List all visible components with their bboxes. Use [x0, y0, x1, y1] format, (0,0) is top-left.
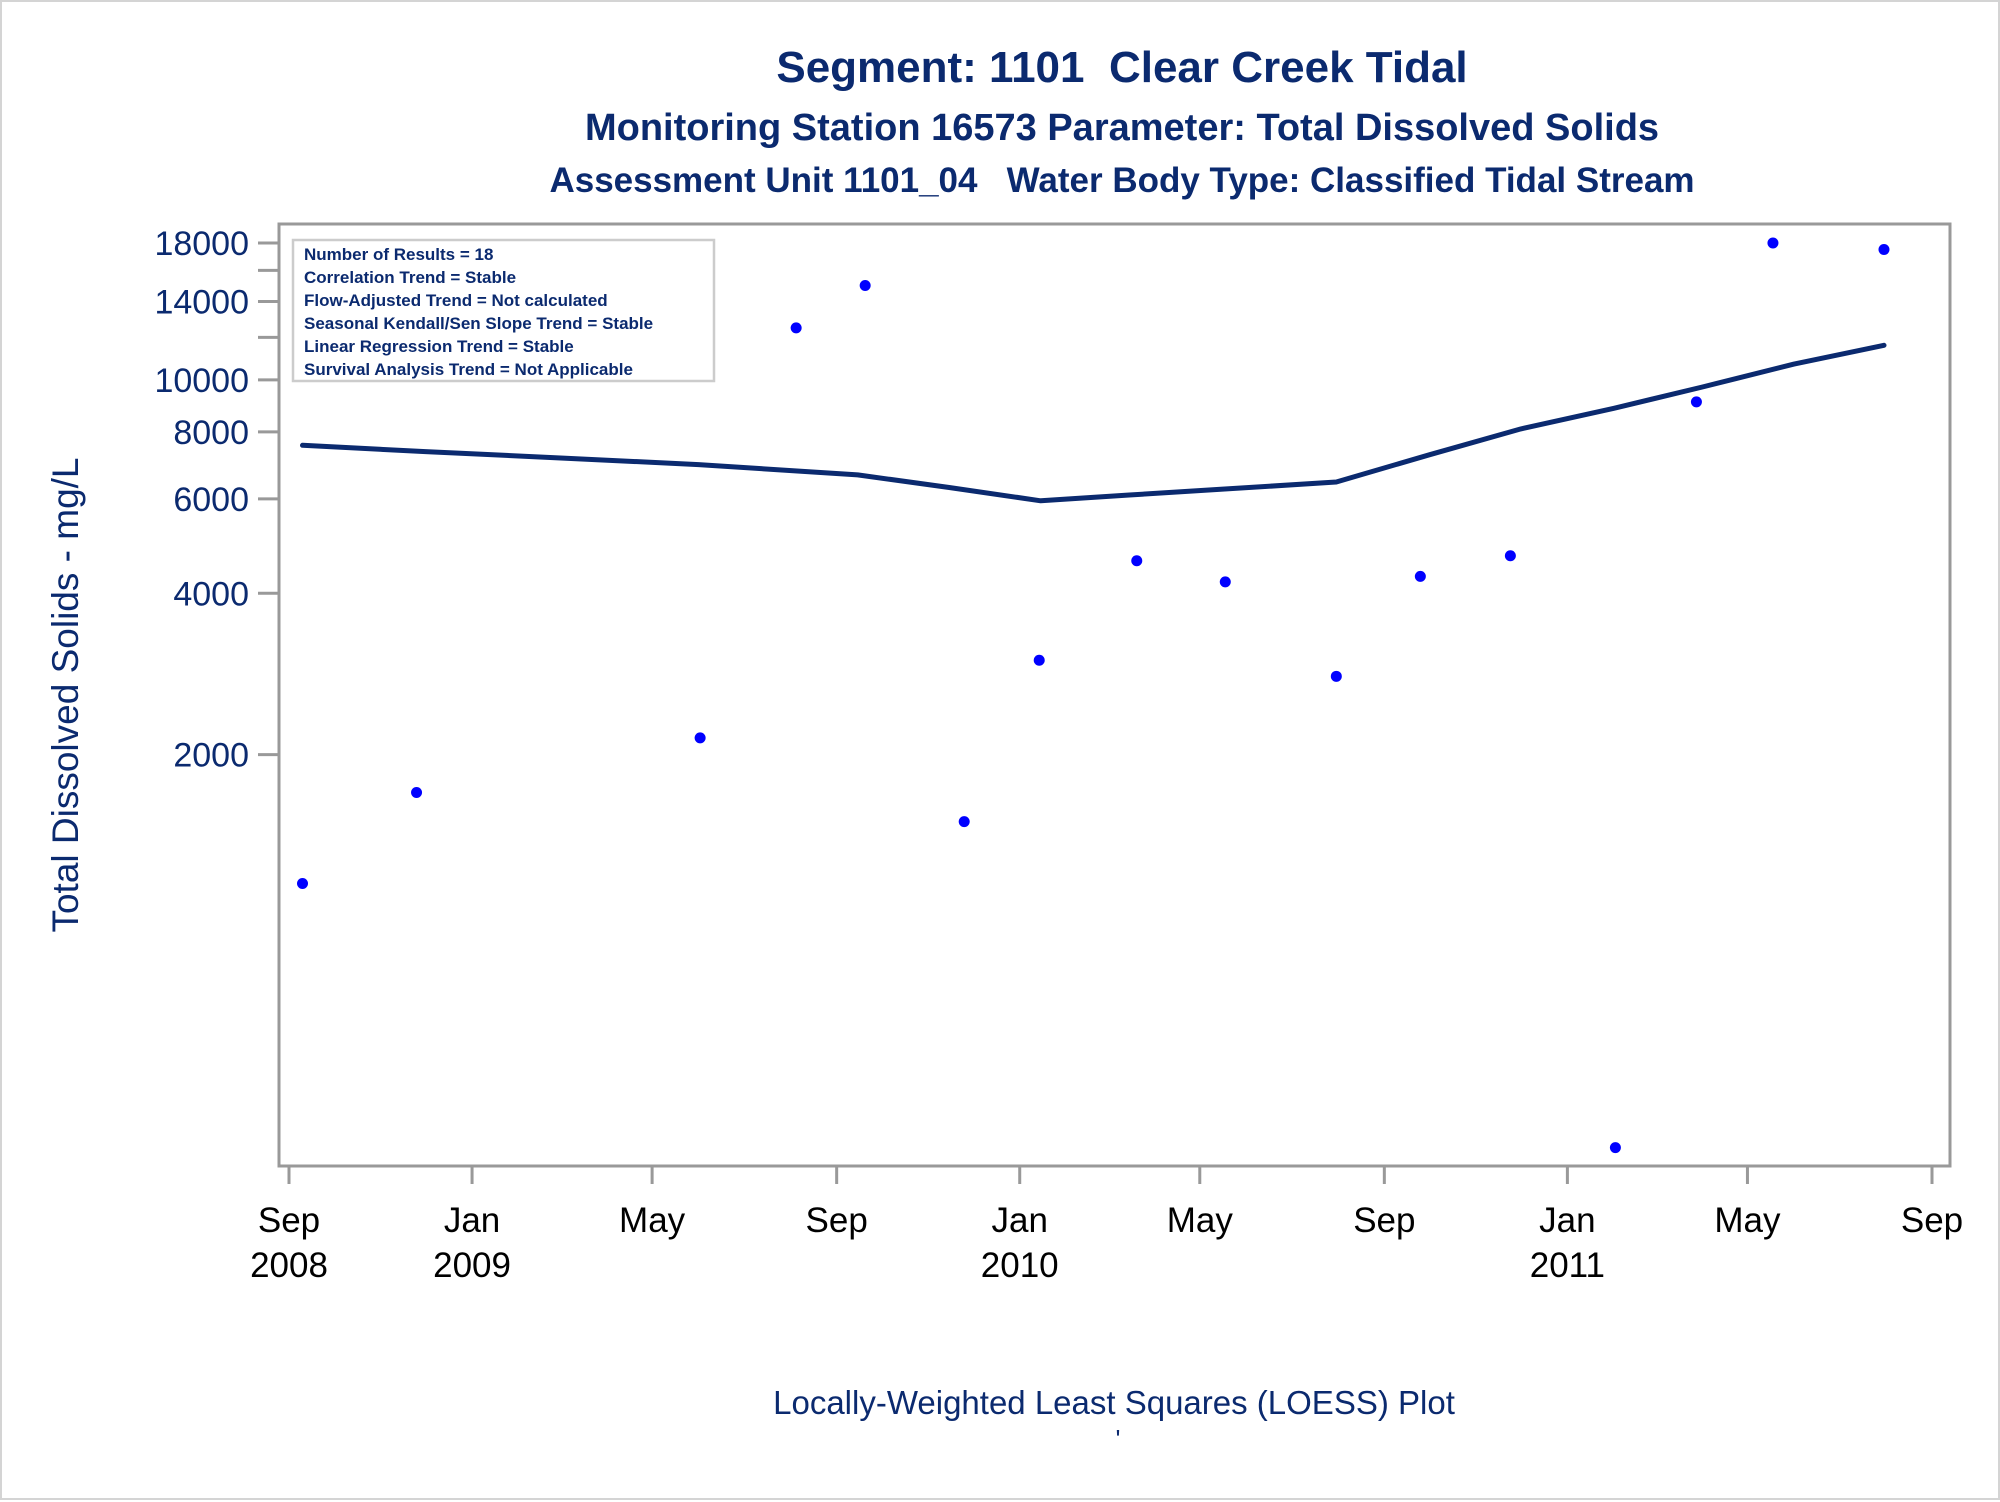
x-tick-label: Jan [992, 1201, 1048, 1240]
x-tick-label: Sep [1353, 1201, 1415, 1240]
y-axis: 18000 14000 10000 8000 6000 4000 2000 [154, 225, 279, 775]
x-tick-label: May [619, 1201, 686, 1240]
x-tick-label: Sep [806, 1201, 868, 1240]
data-point [1414, 570, 1426, 582]
y-tick-label: 14000 [154, 284, 249, 322]
y-tick-label: 8000 [173, 414, 249, 452]
x-tick-year-label: 2008 [250, 1246, 328, 1285]
trend-stats-box: Number of Results = 18 Correlation Trend… [291, 238, 716, 383]
stats-line-correlation: Correlation Trend = Stable [304, 268, 516, 287]
x-axis: Sep 2008 Jan 2009 May Sep Jan 2010 May Sep Jan 2011… [250, 1166, 1963, 1285]
x-tick-label: Jan [444, 1201, 500, 1240]
y-tick-label: 6000 [173, 481, 249, 519]
x-tick-year-label: 2011 [1530, 1246, 1605, 1285]
data-point [1330, 670, 1342, 682]
loess-layer [300, 342, 1887, 504]
stats-line-seasonal-kendall: Seasonal Kendall/Sen Slope Trend = Stabl… [304, 314, 653, 333]
data-point [1767, 237, 1779, 249]
stats-line-results: Number of Results = 18 [304, 245, 493, 264]
data-point [1690, 396, 1702, 408]
x-tick-label: Sep [258, 1201, 320, 1240]
data-point [1131, 555, 1143, 567]
data-point [1219, 576, 1231, 588]
chart-footnote-mark: ' [1116, 1424, 1121, 1454]
chart-title: Segment: 1101 Clear Creek Tidal [776, 43, 1467, 92]
trend-stats-box-frame [291, 238, 716, 383]
chart-footnote: Locally-Weighted Least Squares (LOESS) P… [773, 1384, 1455, 1421]
stats-line-linear-regression: Linear Regression Trend = Stable [304, 337, 574, 356]
data-point [1033, 654, 1045, 666]
chart-subtitle: Monitoring Station 16573 Parameter: Tota… [585, 107, 1659, 149]
x-tick-label: Jan [1539, 1201, 1595, 1240]
y-tick-label: 10000 [154, 362, 249, 400]
y-tick-label: 18000 [154, 225, 249, 263]
stats-line-flow-adjusted: Flow-Adjusted Trend = Not calculated [304, 291, 608, 310]
data-point [958, 816, 970, 828]
x-tick-label: May [1167, 1201, 1234, 1240]
y-axis-label: Total Dissolved Solids - mg/L [45, 457, 86, 932]
data-point [1504, 550, 1516, 562]
data-point [790, 322, 802, 334]
chart-subtitle-2: Assessment Unit 1101_04 Water Body Type:… [549, 161, 1694, 200]
x-tick-label: Sep [1901, 1201, 1963, 1240]
data-point [1609, 1142, 1621, 1154]
y-tick-label: 2000 [173, 737, 249, 775]
x-tick-year-label: 2009 [433, 1246, 511, 1285]
loess-line [300, 342, 1887, 504]
y-tick-label: 4000 [173, 575, 249, 613]
stats-line-survival: Survival Analysis Trend = Not Applicable [304, 360, 633, 379]
data-point [1878, 244, 1890, 256]
data-point [297, 878, 309, 890]
data-point [694, 732, 706, 744]
data-point [859, 279, 871, 291]
x-tick-label: May [1714, 1201, 1781, 1240]
data-point [411, 787, 423, 799]
x-tick-year-label: 2010 [981, 1246, 1059, 1285]
